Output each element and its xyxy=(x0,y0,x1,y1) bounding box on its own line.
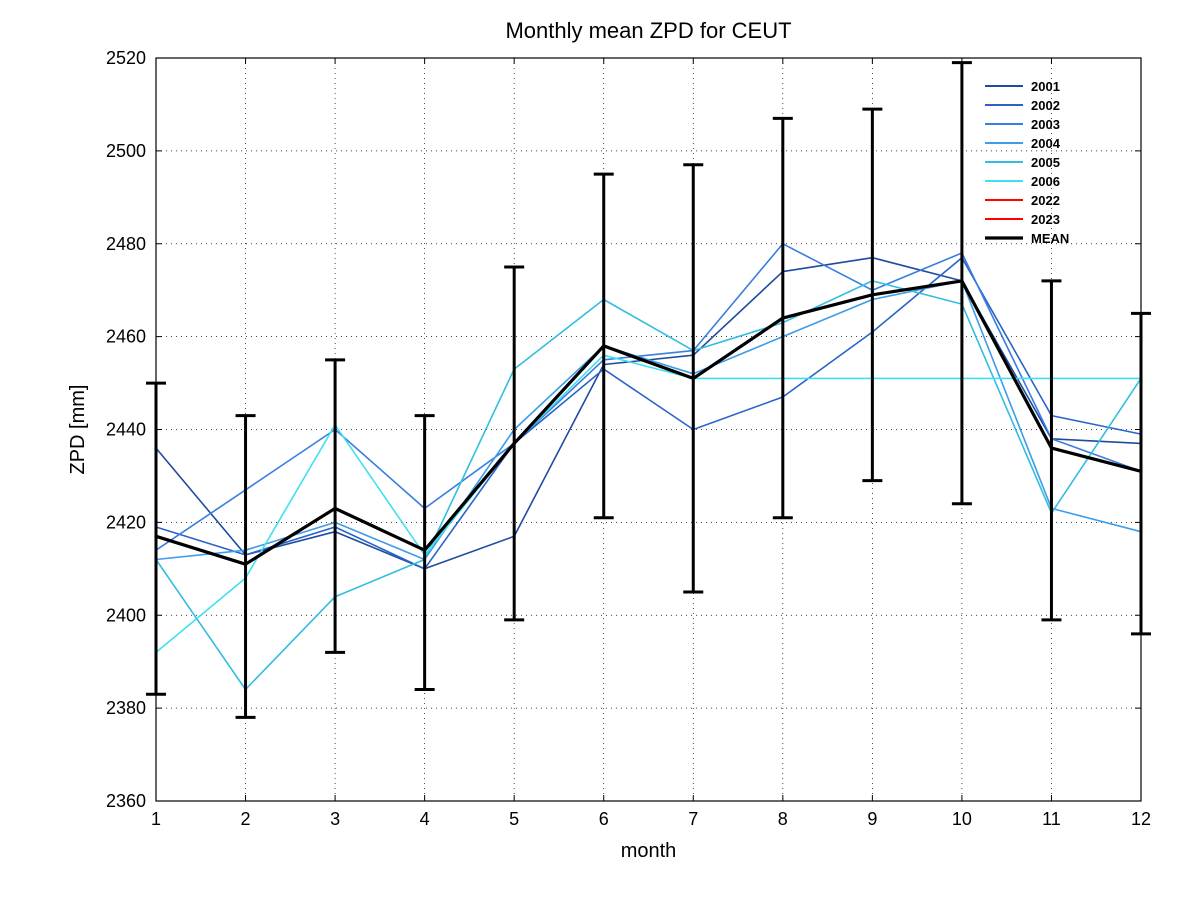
legend-label: MEAN xyxy=(1031,231,1069,246)
legend-label: 2004 xyxy=(1031,136,1061,151)
x-tick-label: 6 xyxy=(599,809,609,829)
y-tick-label: 2480 xyxy=(106,234,146,254)
y-tick-label: 2500 xyxy=(106,141,146,161)
x-tick-label: 3 xyxy=(330,809,340,829)
y-tick-label: 2520 xyxy=(106,48,146,68)
x-tick-label: 5 xyxy=(509,809,519,829)
x-tick-label: 12 xyxy=(1131,809,1151,829)
chart-container: 1234567891011122360238024002420244024602… xyxy=(0,0,1201,901)
x-tick-label: 1 xyxy=(151,809,161,829)
x-tick-label: 11 xyxy=(1042,809,1061,829)
legend-label: 2022 xyxy=(1031,193,1060,208)
legend-label: 2006 xyxy=(1031,174,1060,189)
x-tick-label: 9 xyxy=(867,809,877,829)
y-tick-label: 2420 xyxy=(106,512,146,532)
y-axis-label: ZPD [mm] xyxy=(67,385,89,475)
y-tick-label: 2380 xyxy=(106,698,146,718)
x-tick-label: 7 xyxy=(688,809,698,829)
x-tick-label: 8 xyxy=(778,809,788,829)
x-tick-label: 10 xyxy=(952,809,972,829)
y-tick-label: 2360 xyxy=(106,791,146,811)
legend-label: 2005 xyxy=(1031,155,1060,170)
x-axis-label: month xyxy=(621,840,677,862)
legend-label: 2002 xyxy=(1031,98,1060,113)
x-tick-label: 2 xyxy=(241,809,251,829)
y-tick-label: 2400 xyxy=(106,605,146,625)
y-tick-label: 2440 xyxy=(106,420,146,440)
chart-title: Monthly mean ZPD for CEUT xyxy=(505,18,791,43)
legend-label: 2003 xyxy=(1031,117,1060,132)
legend-label: 2023 xyxy=(1031,212,1060,227)
legend-label: 2001 xyxy=(1031,79,1060,94)
x-tick-label: 4 xyxy=(420,809,430,829)
chart-svg: 1234567891011122360238024002420244024602… xyxy=(0,0,1201,901)
y-tick-label: 2460 xyxy=(106,327,146,347)
